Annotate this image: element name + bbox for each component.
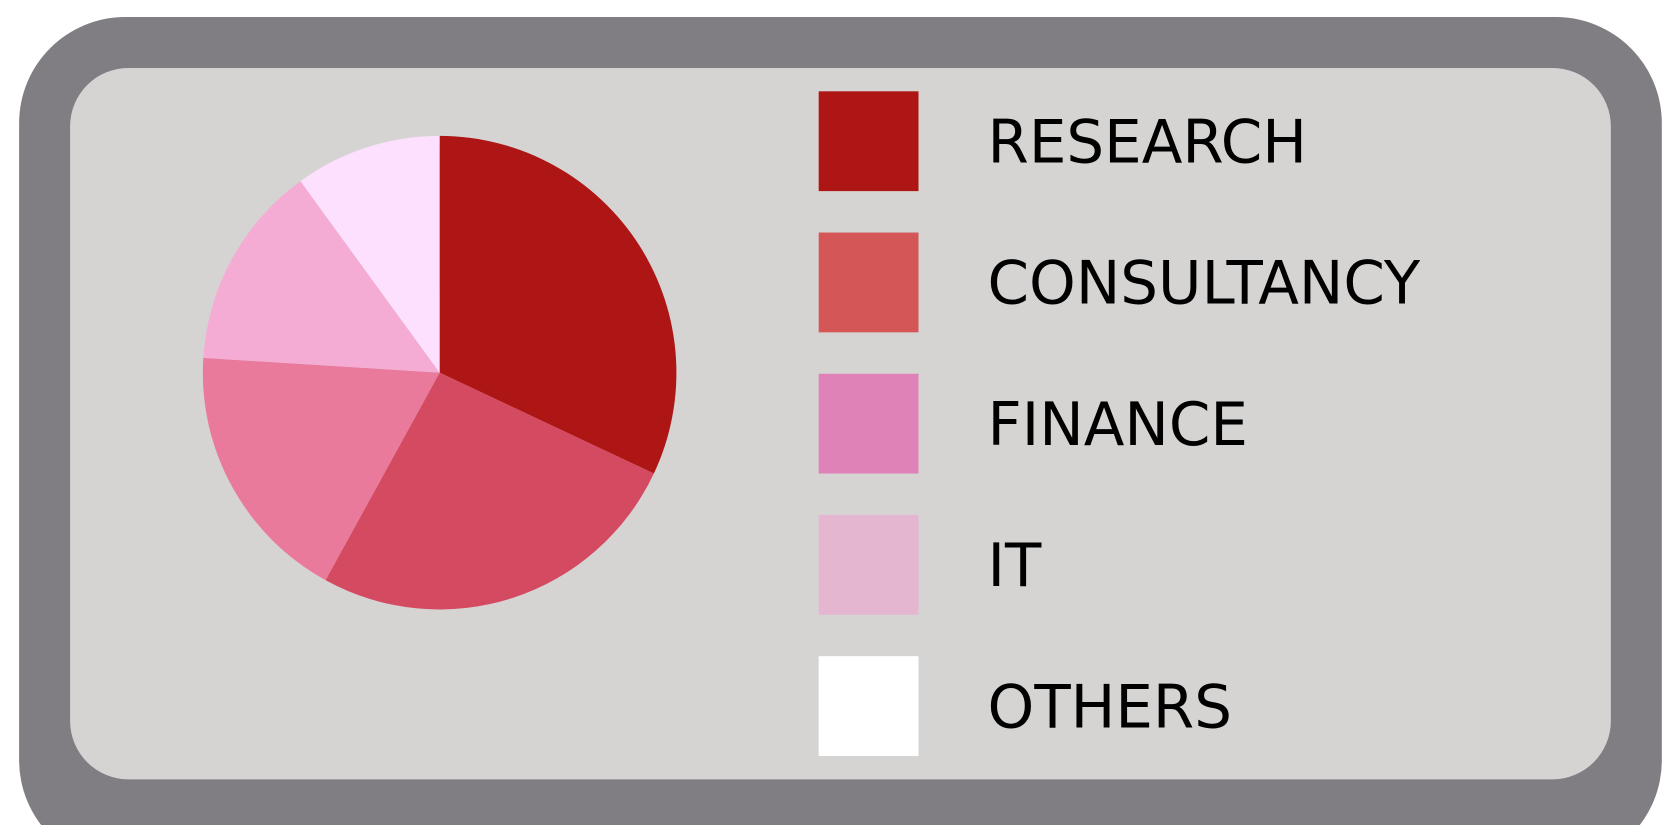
legend-swatch [818,91,919,192]
legend-label: RESEARCH [988,108,1307,177]
legend-swatch [818,656,919,756]
pie-slice [202,357,440,581]
pie-slice [300,135,440,373]
legend-swatch [818,373,919,474]
legend-swatch [818,232,919,333]
legend-label: CONSULTANCY [988,250,1421,319]
legend-label: FINANCE [988,391,1248,460]
pie-slice [203,181,440,373]
legend-swatch [818,514,919,615]
pie-slice [325,372,654,610]
legend-label: OTHERS [988,673,1232,742]
pie-slice [439,135,677,474]
legend-label: IT [988,532,1043,601]
